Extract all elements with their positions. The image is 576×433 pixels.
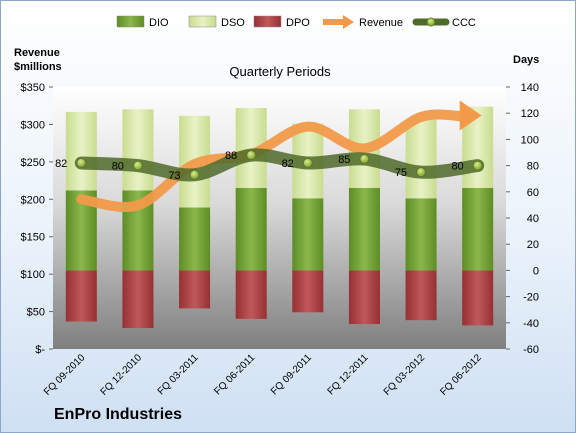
right-axis: -60 -40 -20 0 20 40 60 80 100 120 140 [506, 82, 539, 356]
bar-dpo [65, 270, 97, 322]
bar-dso [65, 111, 97, 191]
left-tick-label: $250 [21, 157, 45, 169]
bar-dio [179, 207, 211, 271]
x-axis-labels: FQ 09-2010 FQ 12-2010 FQ 03-2011 FQ 06-2011… [42, 352, 484, 398]
bar-dpo [462, 270, 494, 326]
legend-arrowhead-revenue [343, 15, 354, 29]
bar-dio [405, 198, 437, 271]
legend-marker-ccc [426, 17, 436, 27]
x-tick-label: FQ 09-2010 [42, 352, 88, 398]
revenue-series [76, 100, 482, 212]
x-tick-label: FQ 12-2010 [99, 352, 145, 398]
ccc-data-label: 75 [395, 167, 407, 179]
right-tick-label: -60 [523, 344, 539, 356]
ccc-point [359, 154, 370, 165]
x-tick-label: FQ 03-2012 [382, 352, 428, 398]
ccc-data-label: 82 [55, 158, 67, 170]
bar-dio [235, 187, 267, 271]
bar-dio [462, 187, 494, 271]
x-tick-label: FQ 06-2012 [438, 352, 484, 398]
bars [65, 106, 494, 329]
ccc-point [189, 169, 200, 180]
ccc-point [132, 160, 143, 171]
left-tick-label: $- [35, 344, 45, 356]
x-tick-label: FQ 06-2011 [212, 352, 257, 397]
left-tick-label: $150 [21, 232, 45, 244]
ccc-data-label: 88 [225, 150, 237, 162]
plot-area [53, 87, 506, 349]
bar-dso [122, 109, 154, 191]
ccc-point [472, 160, 483, 171]
legend-label-dpo: DPO [286, 17, 310, 29]
left-tick-label: $200 [21, 194, 45, 206]
x-tick-label: FQ 03-2011 [156, 352, 201, 397]
bar-dpo [179, 270, 211, 309]
right-tick-label: 100 [521, 134, 539, 146]
x-tick-label: FQ 09-2011 [269, 352, 314, 397]
legend-label-dso: DSO [221, 17, 245, 29]
bar-dpo [348, 270, 380, 325]
ccc-data-label: 80 [112, 161, 124, 173]
legend-label-ccc: CCC [452, 17, 476, 29]
right-tick-label: 40 [527, 213, 539, 225]
ccc-point [76, 157, 87, 168]
legend-swatch-dio [116, 15, 145, 28]
ccc-point [246, 150, 257, 161]
ccc-point [302, 157, 313, 168]
legend-swatch-dpo [253, 15, 282, 28]
right-tick-label: 140 [521, 82, 539, 94]
left-tick-label: $300 [21, 119, 45, 131]
right-tick-label: 20 [527, 239, 539, 251]
ccc-data-label: 80 [451, 161, 463, 173]
chart-title: Quarterly Periods [229, 64, 331, 79]
left-axis-label-line1: Revenue [14, 47, 60, 59]
ccc-data-label: 73 [168, 170, 180, 182]
bar-dpo [235, 270, 267, 319]
left-tick-label: $100 [21, 269, 45, 281]
left-tick-label: $350 [21, 82, 45, 94]
right-tick-label: -20 [523, 292, 539, 304]
left-tick-label: $50 [27, 307, 45, 319]
ccc-data-label: 82 [282, 158, 294, 170]
legend-swatch-dso [188, 15, 217, 28]
right-tick-label: 120 [521, 108, 539, 120]
company-name: EnPro Industries [54, 406, 182, 423]
bar-dpo [292, 270, 324, 313]
right-axis-label: Days [513, 54, 539, 66]
bar-dio [292, 198, 324, 271]
left-axis-label-line2: $millions [14, 61, 62, 73]
legend-label-dio: DIO [149, 17, 169, 29]
right-tick-label: 0 [533, 265, 539, 277]
ccc-series: 82 80 73 88 82 85 75 80 [55, 148, 485, 182]
legend-label-revenue: Revenue [359, 17, 403, 29]
left-axis: $- $50 $100 $150 $200 $250 $300 $350 [21, 82, 53, 356]
ccc-data-label: 85 [338, 154, 350, 166]
ccc-point [416, 167, 427, 178]
right-tick-label: -40 [523, 318, 539, 330]
bar-dpo [122, 270, 154, 329]
revenue-line [76, 109, 469, 212]
bar-dio [348, 187, 380, 271]
legend: DIO DSO DPO Revenue CCC [116, 15, 476, 29]
right-tick-label: 80 [527, 161, 539, 173]
bar-dso [405, 119, 437, 199]
bar-dpo [405, 270, 437, 321]
right-tick-label: 60 [527, 187, 539, 199]
x-tick-label: FQ 12-2011 [326, 352, 371, 397]
revenue-arrowhead [459, 100, 482, 131]
